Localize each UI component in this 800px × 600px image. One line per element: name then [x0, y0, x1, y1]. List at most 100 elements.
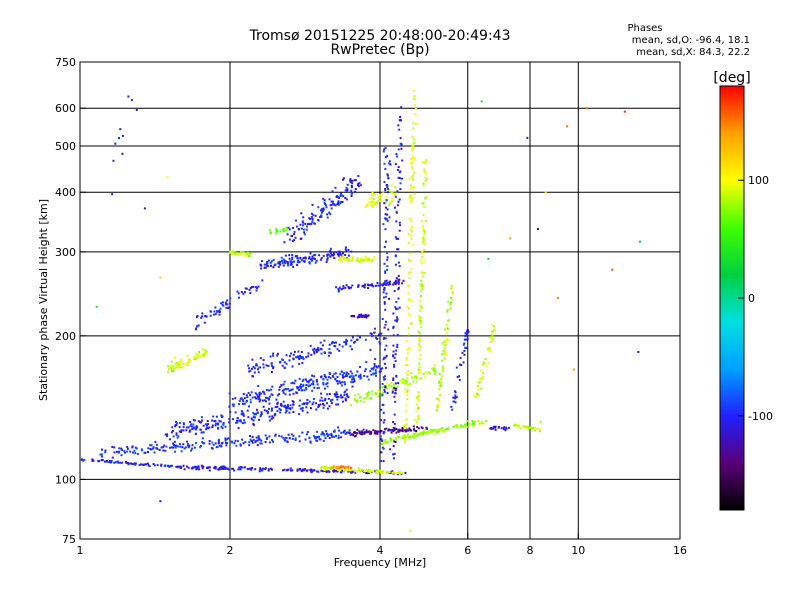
data-point [386, 268, 389, 271]
data-point [203, 352, 206, 354]
data-point [260, 442, 263, 445]
data-point [296, 356, 299, 359]
data-point [182, 362, 185, 365]
data-point [192, 423, 195, 426]
data-point [434, 370, 437, 373]
data-point [187, 466, 190, 469]
data-point [396, 204, 399, 207]
data-point [398, 221, 401, 224]
data-point [459, 356, 462, 359]
data-point [337, 437, 340, 439]
data-point [394, 279, 397, 282]
data-point [447, 427, 450, 430]
data-point [221, 303, 224, 306]
data-point [441, 368, 444, 371]
data-point [249, 369, 252, 372]
data-point [409, 529, 412, 532]
data-point [391, 470, 394, 473]
data-point [188, 444, 191, 447]
data-point [245, 400, 248, 403]
data-point [425, 431, 428, 434]
data-point [382, 223, 385, 226]
data-point [248, 370, 251, 373]
data-point [259, 468, 262, 471]
data-point [424, 180, 427, 183]
data-point [427, 371, 430, 374]
data-point [166, 176, 169, 179]
data-point [237, 468, 240, 471]
data-point [383, 390, 386, 393]
data-point [263, 399, 266, 402]
data-point [334, 393, 337, 396]
data-point [283, 437, 285, 440]
data-point [372, 429, 375, 432]
data-point [235, 444, 238, 447]
data-point [249, 467, 252, 470]
data-point [343, 372, 346, 375]
data-point [152, 446, 155, 449]
data-point [308, 261, 311, 264]
data-point [418, 304, 421, 307]
data-point [410, 197, 413, 200]
data-point [363, 370, 366, 373]
data-point [339, 202, 342, 205]
data-point [403, 425, 406, 428]
data-point [350, 433, 353, 436]
data-point [287, 226, 290, 229]
data-point [346, 183, 349, 186]
data-point [454, 395, 457, 398]
data-point [113, 446, 116, 449]
data-point [439, 385, 442, 388]
data-point [352, 376, 355, 379]
data-point [206, 420, 209, 422]
data-point [104, 460, 107, 463]
data-point [364, 313, 367, 316]
data-point [406, 433, 409, 436]
data-point [443, 344, 446, 347]
data-point [236, 421, 239, 424]
data-point [386, 265, 389, 268]
data-point [390, 184, 393, 187]
data-point [372, 366, 375, 369]
data-point [407, 307, 410, 310]
data-point [319, 341, 322, 344]
data-point [225, 444, 228, 447]
data-point [194, 358, 197, 361]
data-point [459, 424, 462, 427]
data-point [423, 249, 426, 252]
data-point [494, 428, 497, 431]
data-point [342, 287, 345, 290]
data-point [357, 393, 360, 396]
data-point [274, 406, 277, 409]
data-point [446, 337, 449, 340]
data-point [397, 280, 400, 283]
data-point [187, 360, 190, 363]
data-point [371, 283, 374, 286]
data-point [425, 159, 428, 162]
data-point [242, 442, 245, 445]
data-point [410, 199, 413, 202]
data-point [380, 408, 383, 411]
colorbar-tick-label: -100 [748, 410, 773, 423]
data-point [385, 427, 388, 430]
data-point [316, 383, 319, 386]
data-point [357, 182, 360, 185]
data-point [239, 468, 242, 471]
data-point [195, 428, 198, 431]
data-point [219, 420, 222, 423]
data-point [406, 370, 409, 373]
data-point [304, 386, 307, 389]
data-point [437, 429, 440, 431]
data-point [350, 185, 353, 187]
data-point [413, 436, 416, 439]
data-point [302, 257, 305, 260]
data-point [390, 438, 393, 441]
data-point [422, 432, 424, 435]
data-point [417, 330, 420, 333]
data-point [421, 220, 424, 223]
data-point [305, 388, 308, 391]
data-point [359, 366, 361, 368]
data-point [397, 471, 400, 474]
data-point [385, 195, 388, 198]
data-point [384, 441, 387, 444]
